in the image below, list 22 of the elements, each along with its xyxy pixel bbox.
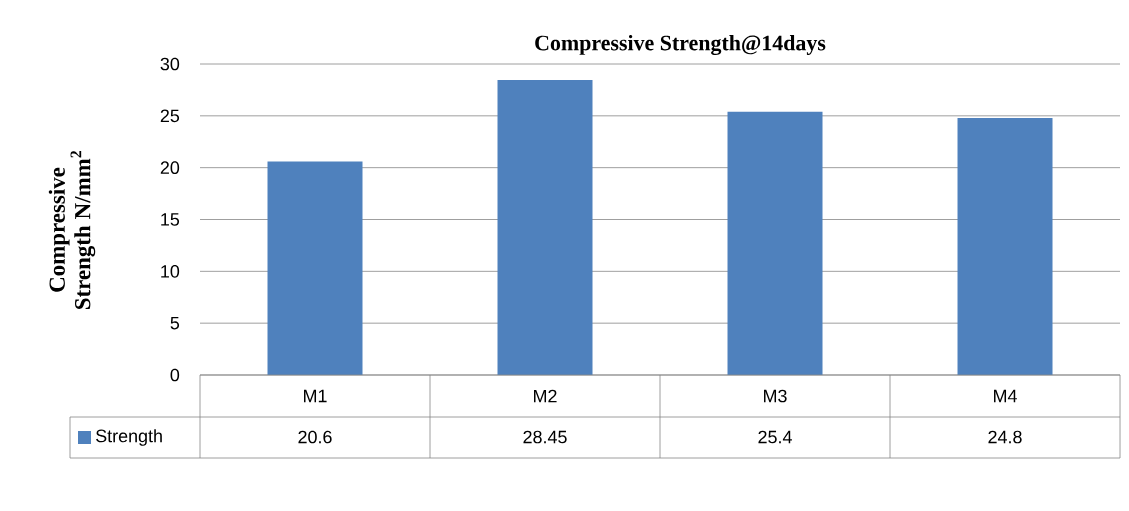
y-axis-title: Compressive Strength N/mm$^{2}$ — [48, 150, 96, 310]
x-tick-label: M4 — [994, 389, 1017, 403]
y-tick-label: 0 — [170, 368, 180, 382]
x-tick-label: M1 — [304, 389, 327, 403]
bar — [727, 111, 823, 375]
data-label: 28.45 — [523, 430, 567, 444]
y-tick-label: 10 — [161, 264, 180, 278]
y-tick-label: 30 — [160, 57, 180, 71]
bar — [267, 161, 363, 375]
chart-title: Compressive Strength@14days — [535, 34, 826, 56]
bar — [957, 117, 1053, 375]
data-label: 24.8 — [988, 430, 1022, 444]
y-tick-label: 5 — [170, 316, 180, 330]
legend-label: Strength — [96, 429, 162, 446]
y-tick-label: 25 — [160, 109, 180, 123]
data-label: 25.4 — [758, 430, 792, 444]
data-label: 20.6 — [298, 430, 332, 444]
bar — [497, 80, 593, 375]
y-tick-label: 20 — [160, 161, 180, 175]
x-tick-label: M3 — [764, 389, 787, 403]
x-tick-label: M2 — [534, 389, 557, 403]
y-tick-label: 15 — [161, 213, 180, 226]
